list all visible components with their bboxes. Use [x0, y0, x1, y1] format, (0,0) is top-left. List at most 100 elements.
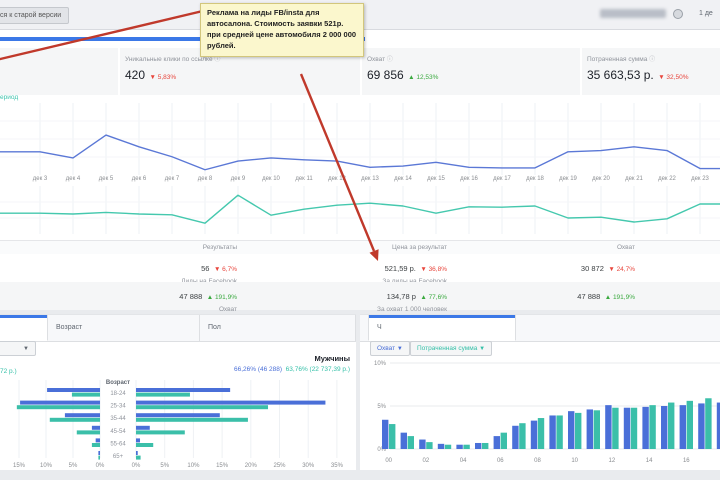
- hourly-tabs: Ч: [360, 314, 720, 342]
- svg-text:0%: 0%: [96, 463, 105, 469]
- svg-text:06: 06: [497, 458, 504, 464]
- svg-text:12: 12: [609, 458, 616, 464]
- demographics-tabs: Возраст Пол: [0, 314, 356, 342]
- info-icon: ⓘ: [386, 57, 393, 63]
- table-row[interactable]: 47 888 ▲ 191,9% Охват 134,78 р ▲ 77,6% З…: [0, 282, 720, 313]
- svg-text:35-44: 35-44: [110, 416, 126, 422]
- svg-text:15%: 15%: [216, 463, 229, 469]
- timeline-tick: дек 7: [164, 176, 180, 182]
- timeline-tick: дек 20: [592, 176, 610, 182]
- cell-results: 56 ▼ 6,7% Лиды на Facebook: [181, 264, 237, 285]
- timeline-tick: дек 14: [394, 176, 412, 182]
- reach-dropdown[interactable]: Охват ▼: [370, 341, 410, 356]
- annotation-note: Реклама на лиды FB/insta для автосалона.…: [200, 3, 364, 57]
- svg-text:Возраст: Возраст: [106, 380, 130, 386]
- account-name-blurred: [600, 9, 666, 18]
- timeline-tick: дек 8: [197, 176, 213, 182]
- timeline-chart-teal: [0, 186, 720, 234]
- timeline-tick: дек 18: [526, 176, 544, 182]
- timeline-tick: дек 19: [559, 176, 577, 182]
- stat-value: 69 856: [367, 68, 404, 82]
- column-results[interactable]: Результаты: [202, 244, 237, 251]
- timeline-tick: дек 22: [658, 176, 676, 182]
- date-range-fragment[interactable]: 1 де: [699, 10, 713, 17]
- men-spend-percent: 63,76% (22 737,39 р.): [285, 366, 350, 373]
- tab-active-bar: [0, 315, 47, 318]
- back-to-old-version-button[interactable]: ся к старой версии: [0, 7, 70, 24]
- note-text: Реклама на лиды FB/insta для автосалона.…: [207, 8, 357, 50]
- tab-hours[interactable]: Ч: [368, 315, 516, 341]
- stat-label: Охват: [367, 56, 386, 63]
- svg-text:5%: 5%: [160, 463, 169, 469]
- men-label: Мужчины: [314, 354, 350, 363]
- svg-text:5%: 5%: [377, 404, 386, 410]
- column-reach[interactable]: Охват: [616, 244, 635, 251]
- svg-text:14: 14: [646, 458, 653, 464]
- info-icon: ⓘ: [649, 57, 656, 63]
- spend-dropdown[interactable]: Потраченная сумма ▼: [410, 341, 493, 356]
- tab-age[interactable]: Возраст: [48, 315, 200, 341]
- stat-value: 35 663,53 р.: [587, 68, 654, 82]
- timeline-tick: дек 12: [328, 176, 346, 182]
- age-gender-chart: Возраст 18-24 25-34 35-44 45-54 55-64 65+ 15% 10…: [13, 380, 344, 469]
- timeline-tick: дек 5: [98, 176, 114, 182]
- timeline-tick: дек 13: [361, 176, 379, 182]
- timeline-tick: дек 15: [427, 176, 445, 182]
- svg-text:25%: 25%: [273, 463, 286, 469]
- timeline-tick: дек 3: [32, 176, 48, 182]
- legend-fragment: ериод: [0, 94, 19, 101]
- performance-panel: Уникальные клики по ссылке ⓘ 420 ▼ 5,83%…: [0, 30, 720, 241]
- timeline-chart-blue: [0, 103, 720, 175]
- stat-delta: ▼ 32,50%: [658, 74, 689, 81]
- cell-cost: 134,78 р ▲ 77,6% За охват 1 000 человек: [377, 292, 447, 313]
- svg-text:25-34: 25-34: [110, 404, 126, 410]
- stat-delta: ▲ 12,53%: [408, 74, 439, 81]
- table-row[interactable]: 56 ▼ 6,7% Лиды на Facebook 521,59 р. ▼ 3…: [0, 254, 720, 285]
- demographics-metric-dropdown[interactable]: ▼: [0, 341, 36, 356]
- svg-text:35%: 35%: [331, 463, 344, 469]
- women-stat-fragment: 72 р.): [0, 368, 17, 375]
- stat-card-amount-spent[interactable]: Потраченная сумма ⓘ 35 663,53 р. ▼ 32,50…: [582, 48, 720, 95]
- stat-label: Потраченная сумма: [587, 56, 648, 63]
- svg-text:0%: 0%: [132, 463, 141, 469]
- stat-delta: ▼ 5,83%: [149, 74, 177, 81]
- tab-gender[interactable]: Пол: [200, 315, 356, 341]
- svg-text:45-54: 45-54: [110, 429, 126, 435]
- tab-demographics-active-cutoff[interactable]: [0, 315, 48, 341]
- svg-text:10%: 10%: [187, 463, 200, 469]
- timeline-tick: дек 6: [131, 176, 147, 182]
- caret-down-icon: ▼: [23, 346, 29, 352]
- men-reach-percent: 66,26% (46 288): [233, 366, 283, 373]
- tab-active-bar: [369, 315, 515, 318]
- info-icon: ⓘ: [214, 57, 221, 63]
- timeline-tick: дек 17: [493, 176, 511, 182]
- svg-text:30%: 30%: [302, 463, 315, 469]
- timeline-x-axis: дек 3 дек 4 дек 5 дек 6 дек 7 дек 8 дек 9 дек 1…: [0, 176, 720, 185]
- cell-cost: 521,59 р. ▼ 36,8% За лиды на Facebook: [382, 264, 447, 285]
- account-menu-icon[interactable]: [673, 9, 683, 19]
- svg-text:5%: 5%: [69, 463, 78, 469]
- column-cost-per-result[interactable]: Цена за результат: [392, 244, 447, 251]
- caret-down-icon: ▼: [396, 346, 403, 352]
- timeline-tick: дек 21: [625, 176, 643, 182]
- cell-reach: 30 872 ▼ 24,7%: [580, 264, 635, 273]
- svg-text:10%: 10%: [374, 361, 387, 367]
- stat-label: Уникальные клики по ссылке: [125, 56, 213, 63]
- svg-text:02: 02: [423, 458, 430, 464]
- timeline-tick: дек 16: [460, 176, 478, 182]
- results-table: Результаты Цена за результат Охват 56 ▼ …: [0, 240, 720, 313]
- cell-results: 47 888 ▲ 191,9% Охват: [179, 292, 237, 313]
- timeline-tick: дек 11: [295, 176, 313, 182]
- svg-text:00: 00: [385, 458, 392, 464]
- stat-card-reach[interactable]: Охват ⓘ 69 856 ▲ 12,53%: [362, 48, 580, 95]
- back-button-label: ся к старой версии: [0, 12, 62, 19]
- stat-card-cutoff[interactable]: [0, 48, 118, 95]
- svg-text:20%: 20%: [245, 463, 258, 469]
- hourly-panel: Ч Охват ▼ Потраченная сумма ▼ 0% 5% 10% 00 0…: [360, 314, 720, 470]
- svg-text:10%: 10%: [40, 463, 53, 469]
- svg-text:16: 16: [683, 458, 690, 464]
- stat-value: 420: [125, 68, 146, 82]
- timeline-tick: дек 10: [262, 176, 280, 182]
- cell-reach: 47 888 ▲ 191,9%: [577, 292, 635, 301]
- timeline-tick: дек 23: [691, 176, 709, 182]
